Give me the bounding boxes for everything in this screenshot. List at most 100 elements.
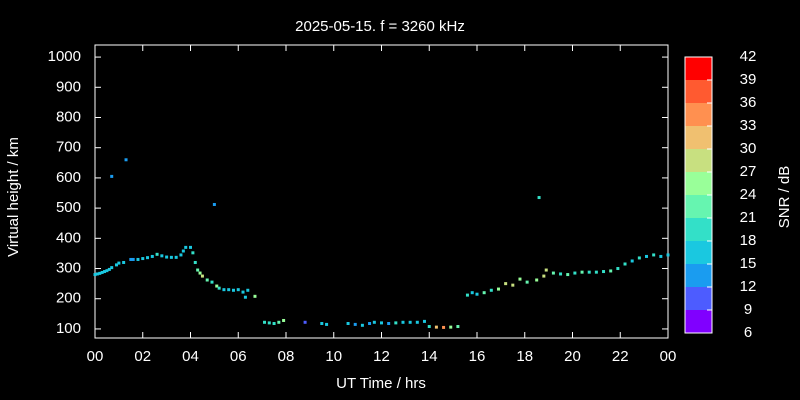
data-point	[637, 256, 641, 260]
colorbar-label: SNR / dB	[776, 166, 793, 229]
data-point	[623, 262, 627, 266]
x-tick-label: 04	[182, 348, 199, 365]
data-point	[241, 290, 245, 294]
colorbar-tick-label: 36	[740, 94, 757, 111]
data-point	[652, 253, 656, 257]
x-tick-label: 14	[421, 348, 438, 365]
x-tick-label: 12	[373, 348, 390, 365]
colorbar-cell	[685, 126, 712, 149]
data-point	[129, 257, 133, 261]
data-point	[353, 322, 357, 326]
colorbar-tick-label: 33	[740, 117, 757, 134]
colorbar-tick-label: 27	[740, 163, 757, 180]
data-point	[401, 320, 405, 324]
data-point	[535, 278, 539, 282]
colorbar-cell	[685, 149, 712, 172]
data-point	[95, 272, 99, 276]
data-point	[559, 272, 563, 276]
data-point	[236, 288, 240, 292]
colorbar-cell	[685, 287, 712, 310]
data-point	[518, 277, 522, 281]
data-point	[544, 268, 548, 272]
data-point	[434, 325, 438, 329]
colorbar-cell	[685, 103, 712, 126]
data-point	[645, 254, 649, 258]
colorbar-cell	[685, 172, 712, 195]
colorbar-cell	[685, 80, 712, 103]
data-point	[489, 288, 493, 292]
data-point	[380, 321, 383, 325]
data-point	[117, 261, 121, 265]
data-point	[169, 255, 173, 259]
data-point	[136, 257, 140, 261]
data-point	[573, 271, 577, 275]
data-point	[205, 278, 209, 282]
data-point	[511, 283, 515, 287]
x-tick-label: 10	[325, 348, 342, 365]
data-point	[580, 270, 584, 274]
data-point	[537, 196, 541, 200]
data-point	[415, 320, 419, 324]
y-tick-label: 600	[56, 169, 81, 186]
chart-title: 2025-05-15. f = 3260 kHz	[295, 18, 465, 35]
data-point	[231, 288, 235, 292]
data-point	[659, 254, 663, 258]
data-point	[387, 322, 391, 326]
y-tick-label: 400	[56, 229, 81, 246]
colorbar-tick-label: 21	[740, 209, 757, 226]
data-point	[616, 267, 620, 271]
data-point	[184, 245, 188, 249]
plot-frame	[94, 44, 669, 339]
data-point	[103, 270, 107, 274]
data-point	[215, 284, 219, 288]
data-point	[465, 293, 469, 297]
y-tick-label: 200	[56, 290, 81, 307]
data-point	[191, 251, 195, 255]
x-tick-label: 06	[230, 348, 247, 365]
y-tick-label: 700	[56, 139, 81, 156]
colorbar-tick-label: 42	[740, 48, 757, 65]
data-point	[243, 295, 247, 299]
data-point	[114, 263, 118, 267]
data-point	[98, 271, 102, 275]
colorbar-tick-label: 15	[740, 255, 757, 272]
data-point	[263, 320, 267, 324]
data-point	[124, 158, 128, 162]
data-point	[246, 288, 250, 292]
x-tick-label: 00	[660, 348, 677, 365]
y-tick-label: 500	[56, 199, 81, 216]
data-point	[427, 325, 431, 329]
data-point	[368, 322, 372, 326]
colorbar-tick-label: 9	[744, 301, 752, 318]
data-point	[346, 322, 350, 326]
data-point	[222, 288, 226, 292]
data-point	[442, 325, 446, 329]
data-point	[551, 271, 555, 275]
colorbar-tick-label: 12	[740, 278, 757, 295]
x-tick-label: 02	[134, 348, 151, 365]
data-point	[602, 270, 606, 274]
x-tick-label: 22	[612, 348, 629, 365]
colorbar-cell	[685, 241, 712, 264]
data-point	[100, 270, 104, 274]
data-point	[198, 271, 202, 275]
x-axis-label: UT Time / hrs	[336, 375, 426, 392]
colorbar-cell	[685, 57, 712, 80]
y-tick-label: 100	[56, 320, 81, 337]
data-point	[372, 320, 376, 324]
y-tick-label: 1000	[48, 48, 81, 65]
y-tick-label: 300	[56, 259, 81, 276]
data-point	[210, 280, 214, 284]
data-point	[160, 254, 164, 258]
x-tick-label: 16	[469, 348, 486, 365]
data-point	[408, 320, 412, 324]
data-point	[360, 323, 364, 327]
data-point	[110, 266, 114, 270]
data-point	[105, 269, 109, 273]
data-point	[320, 322, 324, 326]
data-point	[277, 320, 281, 324]
data-point	[475, 292, 479, 296]
data-point	[146, 256, 150, 260]
data-point	[449, 325, 453, 329]
